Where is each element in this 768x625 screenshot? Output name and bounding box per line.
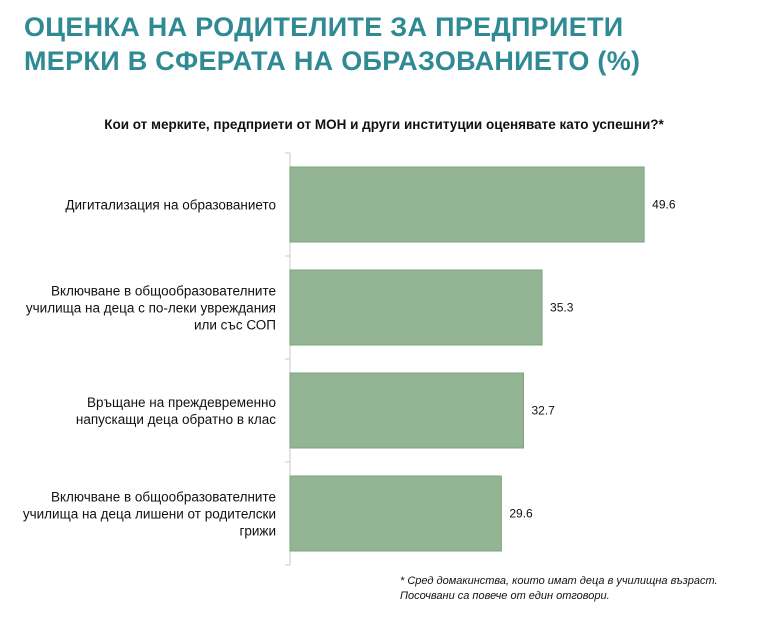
title-line-2: МЕРКИ В СФЕРАТА НА ОБРАЗОВАНИЕТО (%) [24,46,641,76]
value-label: 49.6 [652,198,676,212]
category-label-line: Включване в общообразователните [51,490,276,505]
category-label-line: училища на деца лишени от родителски [23,507,276,522]
category-label-line: Включване в общообразователните [51,284,276,299]
category-label-line: училища на деца с по-леки увреждания [26,301,276,316]
footnote-line-1: * Сред домакинства, които имат деца в уч… [400,575,718,587]
page-title: ОЦЕНКА НА РОДИТЕЛИТЕ ЗА ПРЕДПРИЕТИ МЕРКИ… [24,10,754,78]
value-label: 29.6 [509,507,533,521]
category-label: Включване в общообразователните училища н… [26,284,276,333]
category-label-line: напускащи деца обратно в клас [76,412,276,427]
category-label-line: или със СОП [194,318,276,333]
bar [289,475,502,552]
footnote-line-2: Посочвани са повече от един отговори. [400,590,610,602]
bar [289,372,524,449]
bar [289,269,543,346]
category-label: Включване в общообразователните училища н… [23,490,276,539]
footnote: * Сред домакинства, които имат деца в уч… [400,574,760,604]
value-label: 35.3 [550,301,574,315]
category-label-line: Дигитализация на образованието [65,198,276,213]
chart-question: Кои от мерките, предприети от МОН и друг… [104,117,664,132]
bar [289,166,645,243]
category-label-line: грижи [239,524,276,539]
category-label: Връщане на преждевременно напускащи деца … [76,395,276,427]
category-label-line: Връщане на преждевременно [87,395,276,410]
value-label: 32.7 [531,404,555,418]
title-line-1: ОЦЕНКА НА РОДИТЕЛИТЕ ЗА ПРЕДПРИЕТИ [24,12,624,42]
category-label: Дигитализация на образованието [65,198,276,213]
